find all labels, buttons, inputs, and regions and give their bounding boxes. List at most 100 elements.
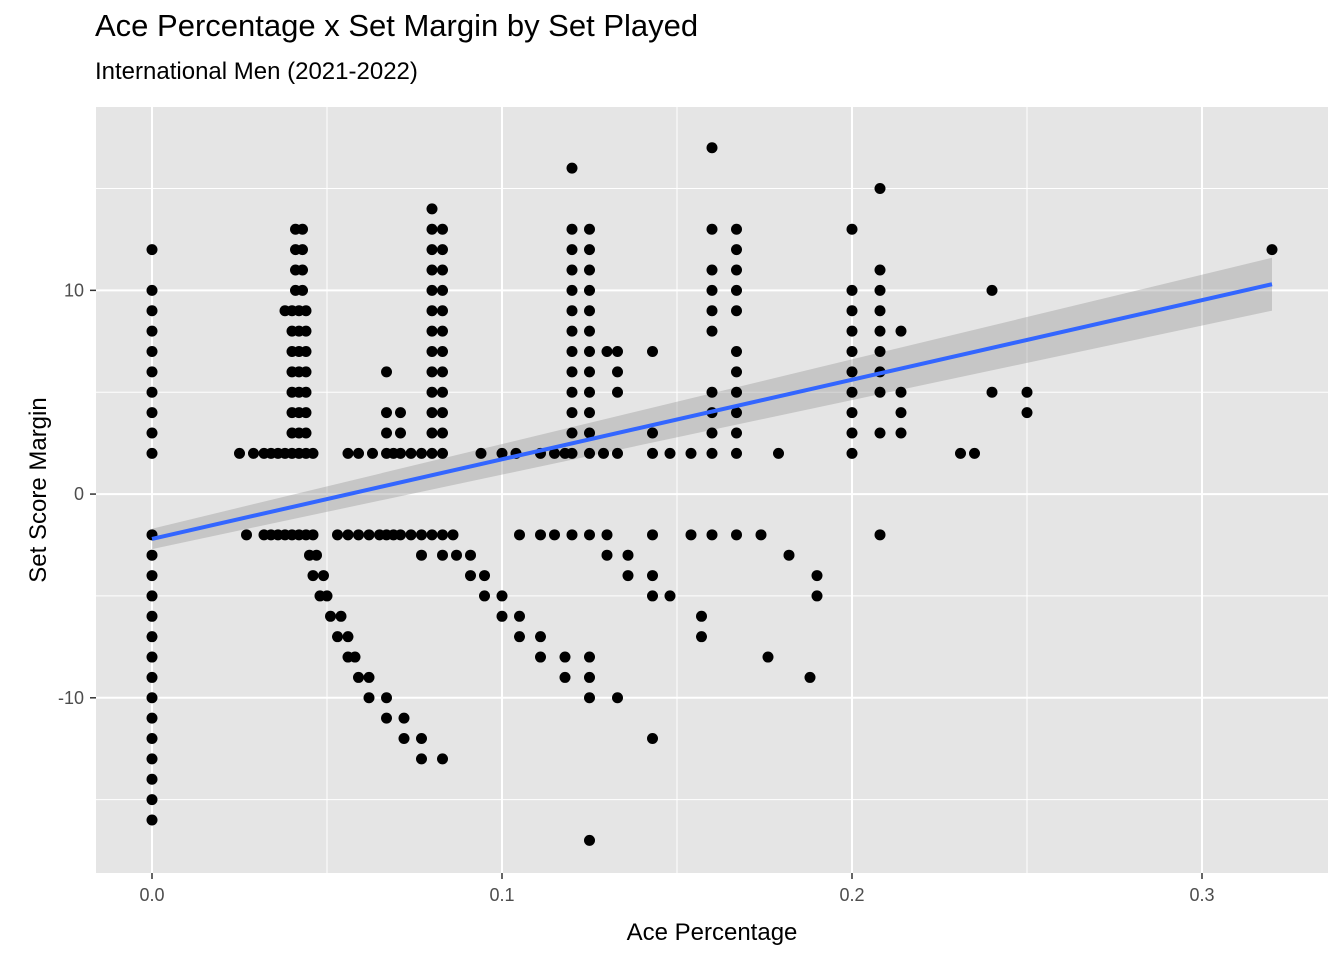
y-tick-label: 0 (74, 484, 84, 504)
data-point (584, 834, 595, 846)
data-point (584, 407, 595, 419)
data-point (146, 753, 158, 765)
data-point (496, 447, 508, 459)
data-point (664, 447, 676, 459)
data-point (437, 325, 448, 337)
data-point (332, 631, 343, 643)
data-point (300, 345, 312, 357)
data-point (584, 386, 595, 398)
data-point (874, 284, 886, 296)
data-point (426, 203, 438, 215)
data-point (437, 366, 448, 378)
data-point (535, 631, 546, 643)
data-point (426, 345, 438, 357)
data-point (307, 570, 319, 582)
y-axis-title: Set Score Margin (25, 397, 52, 582)
data-point (731, 345, 742, 357)
data-point (146, 794, 158, 806)
data-point (381, 407, 392, 419)
y-tick-label: -10 (58, 688, 84, 708)
data-point (405, 529, 417, 541)
data-point (395, 407, 406, 419)
data-point (381, 712, 392, 724)
data-point (416, 549, 427, 561)
data-point (437, 305, 448, 317)
data-point (437, 407, 448, 419)
data-point (353, 671, 364, 683)
data-point (647, 345, 658, 357)
data-point (437, 427, 448, 439)
data-point (874, 182, 886, 194)
data-point (731, 386, 742, 398)
data-point (874, 325, 886, 337)
data-point (426, 529, 438, 541)
data-point (300, 305, 312, 317)
data-point (706, 427, 718, 439)
data-point (146, 733, 158, 745)
data-point (146, 692, 158, 704)
axis-ticks: 0.0 0.1 0.2 0.3 10 0 -10 (58, 280, 1215, 905)
data-point (846, 284, 858, 296)
data-point (437, 264, 448, 276)
data-point (426, 264, 438, 276)
data-point (146, 325, 158, 337)
data-point (566, 447, 578, 459)
data-point (437, 244, 448, 256)
data-point (731, 305, 742, 317)
data-point (685, 447, 697, 459)
data-points (146, 142, 1278, 846)
data-point (846, 407, 858, 419)
data-point (437, 529, 448, 541)
data-point (496, 610, 508, 622)
data-point (612, 692, 623, 704)
x-tick-label: 0.3 (1189, 885, 1214, 905)
data-point (1021, 407, 1033, 419)
data-point (804, 671, 816, 683)
data-point (706, 223, 718, 235)
data-point (566, 244, 578, 256)
data-point (622, 570, 634, 582)
data-point (584, 305, 595, 317)
data-point (846, 223, 858, 235)
data-point (300, 366, 312, 378)
data-point (426, 223, 438, 235)
data-point (437, 753, 448, 765)
data-point (647, 733, 658, 745)
data-point (146, 427, 158, 439)
data-point (969, 447, 980, 459)
data-point (566, 264, 578, 276)
data-point (846, 366, 858, 378)
data-point (146, 570, 158, 582)
data-point (307, 447, 319, 459)
data-point (664, 590, 676, 602)
data-point (146, 814, 158, 826)
data-point (146, 305, 158, 317)
data-point (353, 529, 364, 541)
data-point (535, 651, 546, 663)
data-point (395, 529, 406, 541)
data-point (349, 651, 361, 663)
data-point (584, 427, 595, 439)
data-point (706, 325, 718, 337)
data-point (311, 549, 322, 561)
data-point (363, 692, 375, 704)
data-point (363, 529, 375, 541)
data-point (426, 366, 438, 378)
data-point (426, 305, 438, 317)
data-point (566, 223, 578, 235)
data-point (706, 386, 718, 398)
x-tick-label: 0.1 (489, 885, 514, 905)
data-point (1021, 386, 1033, 398)
data-point (398, 733, 410, 745)
data-point (731, 427, 742, 439)
data-point (566, 325, 578, 337)
data-point (647, 529, 658, 541)
data-point (566, 386, 578, 398)
data-point (584, 529, 595, 541)
data-point (696, 631, 707, 643)
data-point (381, 366, 392, 378)
data-point (514, 529, 525, 541)
data-point (318, 570, 329, 582)
data-point (874, 305, 886, 317)
